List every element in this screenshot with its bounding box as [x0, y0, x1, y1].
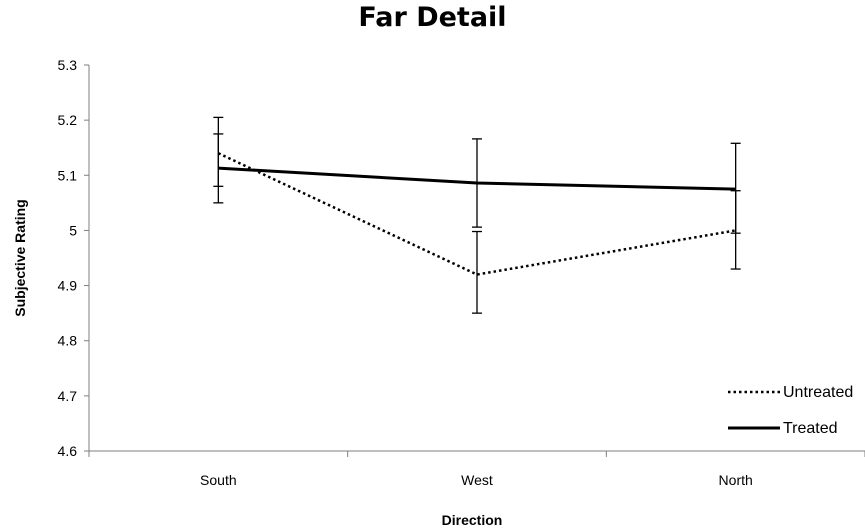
- x-tick-label: South: [200, 472, 237, 488]
- x-tick-label: North: [719, 472, 753, 488]
- y-tick-label: 5.2: [58, 112, 78, 128]
- y-tick-label: 4.8: [58, 333, 78, 349]
- y-tick-label: 5: [69, 222, 77, 238]
- y-axis-title: Subjective Rating: [12, 199, 28, 316]
- y-tick-label: 4.6: [58, 443, 78, 459]
- y-tick-label: 5.1: [58, 167, 78, 183]
- chart-title: Far Detail: [358, 2, 507, 33]
- y-tick-label: 4.7: [58, 388, 78, 404]
- series-line-untreated: [217, 152, 736, 276]
- x-axis-title: Direction: [442, 512, 503, 528]
- x-tick-label: West: [461, 472, 493, 488]
- y-tick-label: 4.9: [58, 278, 78, 294]
- legend-label-treated: Treated: [783, 420, 838, 437]
- legend-label-untreated: Untreated: [783, 384, 853, 401]
- y-tick-label: 5.3: [58, 57, 78, 73]
